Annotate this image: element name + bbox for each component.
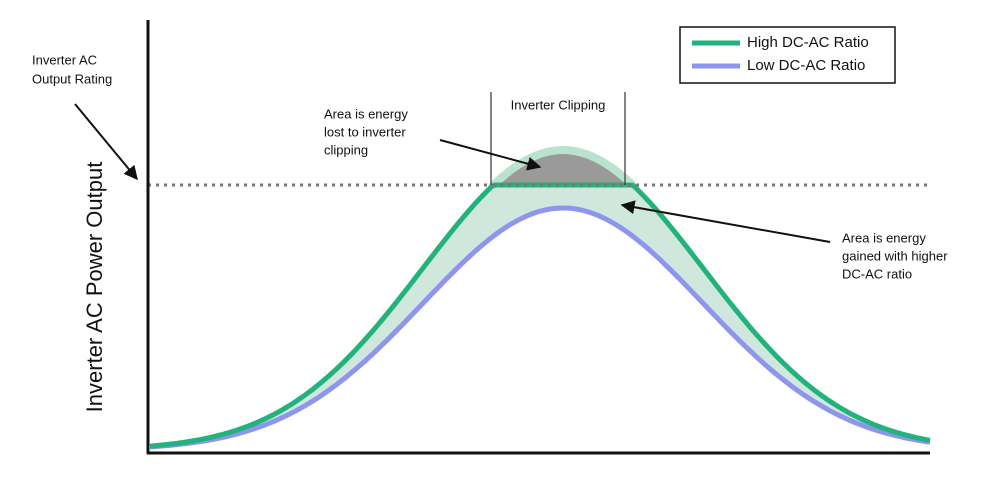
arrow bbox=[74, 103, 138, 181]
lost-note: lost to inverter bbox=[324, 124, 406, 139]
arrow bbox=[620, 200, 831, 243]
curves bbox=[149, 146, 931, 450]
gained-note: DC-AC ratio bbox=[842, 266, 912, 281]
legend-label: Low DC-AC Ratio bbox=[747, 57, 865, 74]
curve bbox=[150, 185, 930, 447]
lost-note: Area is energy bbox=[324, 106, 408, 121]
curve bbox=[489, 146, 636, 190]
y-axis-label: Inverter AC Power Output bbox=[82, 162, 107, 413]
arrow bbox=[439, 139, 542, 171]
curve bbox=[149, 205, 931, 450]
legend-box bbox=[679, 26, 896, 84]
curve bbox=[149, 182, 931, 449]
gained-note: Area is energy bbox=[842, 230, 926, 245]
rating-label: Output Rating bbox=[32, 71, 112, 86]
legend-label: High DC-AC Ratio bbox=[747, 34, 869, 51]
rating-label: Inverter AC bbox=[32, 52, 97, 67]
gained-note: gained with higher bbox=[842, 248, 948, 263]
lost-note: clipping bbox=[324, 142, 368, 157]
clipping-label: Inverter Clipping bbox=[511, 97, 606, 112]
